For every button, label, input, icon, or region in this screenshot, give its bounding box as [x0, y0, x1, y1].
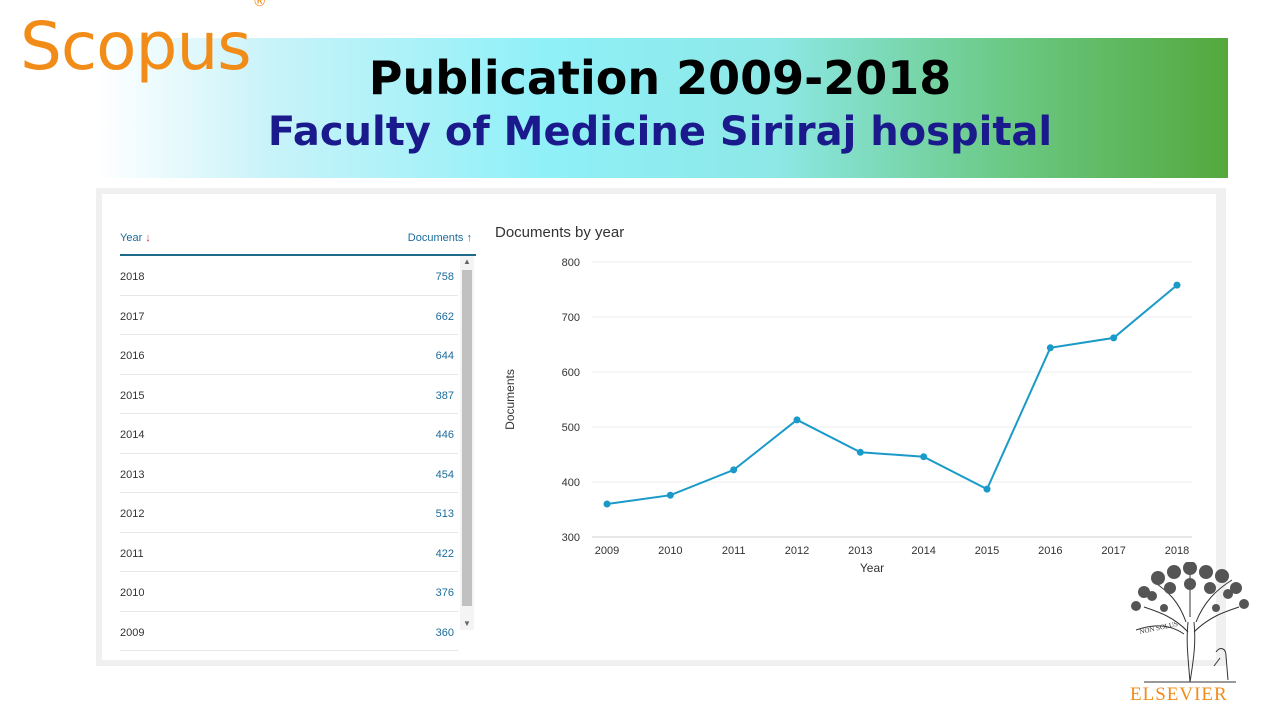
- table-header: Year ↓ Documents ↑: [120, 224, 476, 256]
- scroll-thumb[interactable]: [462, 270, 472, 606]
- y-tick-label: 400: [562, 477, 580, 489]
- row-documents-link[interactable]: 376: [435, 587, 454, 599]
- x-tick-label: 2015: [975, 545, 999, 557]
- row-year: 2010: [120, 587, 145, 599]
- data-point: [603, 500, 611, 508]
- data-point: [856, 448, 864, 456]
- row-year: 2012: [120, 508, 145, 520]
- row-documents-link[interactable]: 662: [435, 310, 454, 323]
- page-title: Publication 2009-2018: [368, 51, 952, 105]
- data-point: [1046, 344, 1054, 352]
- title-banner: [97, 38, 1228, 178]
- row-year: 2018: [120, 271, 145, 283]
- row-documents-link[interactable]: 454: [435, 468, 454, 481]
- row-documents-link[interactable]: 422: [435, 547, 454, 560]
- row-year: 2016: [120, 350, 145, 362]
- svg-text:NON SOLUS: NON SOLUS: [1139, 620, 1179, 636]
- y-axis-label: Documents: [503, 369, 517, 430]
- table-row: 2012 513: [120, 493, 458, 533]
- line-chart: 300 400 500 600 700 800 2009 2010 2011 2012 2013 20…: [503, 257, 1192, 575]
- row-documents-link[interactable]: 758: [435, 271, 454, 283]
- y-tick-label: 600: [562, 367, 580, 379]
- table-row: 2018 758: [120, 256, 458, 296]
- data-point: [1110, 334, 1118, 342]
- elsevier-tree-logo: NON SOLUS: [1131, 562, 1249, 683]
- scopus-logo: Scopus®: [20, 0, 267, 85]
- x-tick-label: 2016: [1038, 545, 1062, 557]
- row-year: 2009: [120, 626, 145, 639]
- y-tick-label: 500: [562, 422, 580, 434]
- table-row: 2013 454: [120, 454, 458, 493]
- y-tick-label: 800: [562, 257, 580, 269]
- table-row: 2010 376: [120, 572, 458, 612]
- data-point: [1173, 281, 1181, 289]
- scopus-panel: Year ↓ Documents ↑ 2018 758 2017 662 2016 644…: [96, 188, 1226, 666]
- table-row: 2015 387: [120, 375, 458, 414]
- row-documents-link[interactable]: 513: [435, 508, 454, 520]
- y-tick-label: 300: [562, 532, 580, 544]
- x-tick-label: 2013: [848, 545, 872, 557]
- row-year: 2017: [120, 310, 145, 323]
- table-row: 2011 422: [120, 533, 458, 572]
- table-row: 2014 446: [120, 414, 458, 454]
- row-documents-link[interactable]: 644: [435, 350, 454, 362]
- x-tick-label: 2017: [1101, 545, 1125, 557]
- table-row: 2017 662: [120, 296, 458, 335]
- data-point: [730, 466, 738, 474]
- x-tick-label: 2018: [1165, 545, 1189, 557]
- table-row: 2009 360: [120, 612, 458, 651]
- arrow-down-icon: ↓: [145, 232, 151, 244]
- scroll-down-icon[interactable]: ▼: [463, 619, 471, 628]
- arrow-up-icon: ↑: [466, 232, 473, 244]
- x-tick-label: 2009: [595, 545, 619, 557]
- table-scrollbar[interactable]: ▲ ▼: [460, 256, 474, 630]
- x-tick-label: 2011: [722, 545, 746, 557]
- elsevier-wordmark: ELSEVIER: [1130, 684, 1228, 705]
- scroll-up-icon[interactable]: ▲: [463, 257, 471, 266]
- x-tick-label: 2010: [658, 545, 682, 557]
- x-tick-label: 2012: [785, 545, 809, 557]
- series-line: [606, 284, 1178, 505]
- y-tick-label: 700: [562, 312, 580, 324]
- table-body: 2018 758 2017 662 2016 644 2015 387 2014 446 2013 4…: [120, 256, 458, 651]
- data-point: [666, 491, 674, 499]
- x-axis-label: Year: [860, 561, 884, 575]
- page-subtitle: Faculty of Medicine Siriraj hospital: [267, 109, 1053, 155]
- data-point: [983, 485, 991, 493]
- data-point: [920, 453, 928, 461]
- data-point: [793, 416, 801, 424]
- row-documents-link[interactable]: 446: [435, 429, 454, 441]
- sort-year-button[interactable]: Year ↓: [120, 232, 151, 244]
- table-row: 2016 644: [120, 335, 458, 375]
- panel-content: Year ↓ Documents ↑ 2018 758 2017 662 2016 644…: [102, 194, 1216, 660]
- row-documents-link[interactable]: 387: [435, 389, 454, 402]
- row-year: 2011: [120, 547, 144, 560]
- sort-documents-button[interactable]: Documents ↑: [407, 232, 473, 244]
- row-year: 2015: [120, 389, 145, 402]
- chart-title: Documents by year: [495, 224, 625, 241]
- row-year: 2014: [120, 429, 145, 441]
- row-documents-link[interactable]: 360: [435, 626, 454, 639]
- x-tick-label: 2014: [911, 545, 935, 557]
- row-year: 2013: [120, 468, 145, 481]
